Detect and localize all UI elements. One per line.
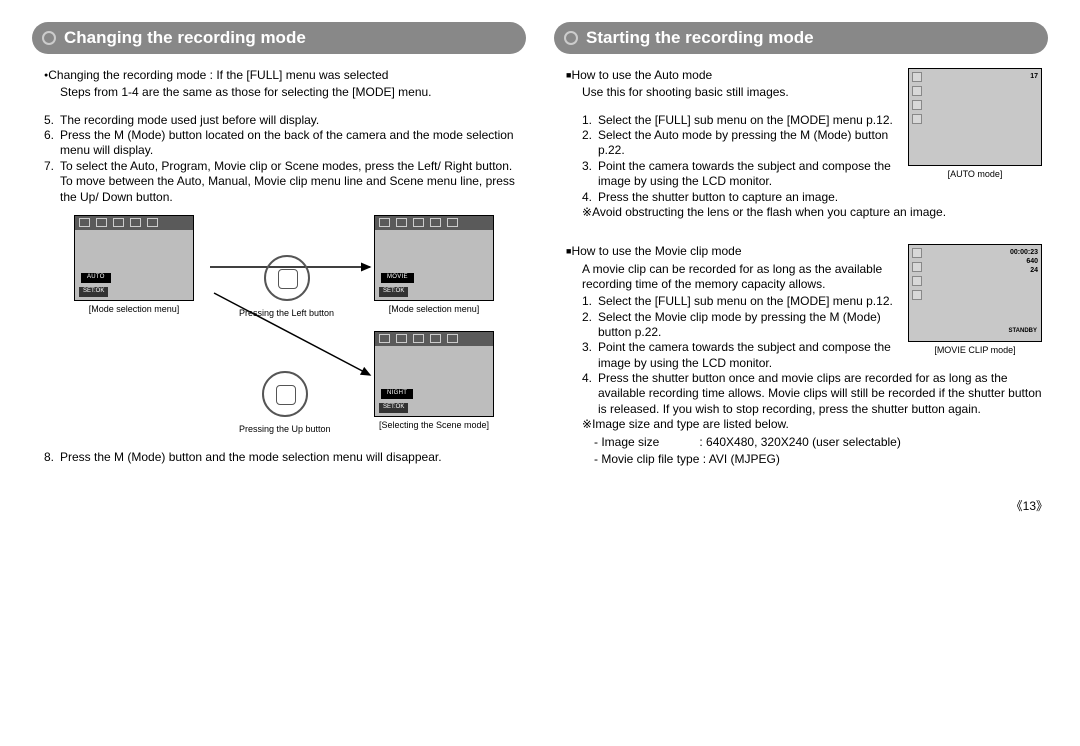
step7: To select the Auto, Program, Movie clip … xyxy=(60,159,520,205)
figure-left-button: Pressing the Left button xyxy=(239,219,334,320)
intro-2: Steps from 1-4 are the same as those for… xyxy=(60,85,520,100)
m3: Point the camera towards the subject and… xyxy=(598,340,898,371)
figcap-3: [Mode selection menu] xyxy=(389,304,480,316)
lcd-label-movie: MOVIE xyxy=(381,273,414,283)
m1: Select the [FULL] sub menu on the [MODE]… xyxy=(598,294,898,309)
lcd-set-ok: SET:OK xyxy=(79,287,108,297)
lcd-label-auto: AUTO xyxy=(81,273,111,283)
step5: The recording mode used just before will… xyxy=(60,113,520,128)
left-header: Changing the recording mode xyxy=(32,22,526,54)
figcap-4: Pressing the Up button xyxy=(239,424,331,436)
figcap-2: Pressing the Left button xyxy=(239,308,334,320)
a2: Select the Auto mode by pressing the M (… xyxy=(598,128,898,159)
intro-1: Changing the recording mode : If the [FU… xyxy=(44,68,520,83)
standby-label: STANDBY xyxy=(1008,328,1037,336)
figure-up-button: Pressing the Up button xyxy=(239,335,331,436)
figure-mode-menu-2: MOVIE SET:OK [Mode selection menu] xyxy=(374,215,494,316)
step8: Press the M (Mode) button and the mode s… xyxy=(60,450,520,465)
figure-movie-mode: 00:00:2364024 STANDBY [MOVIE CLIP mode] xyxy=(908,244,1042,357)
figcap-5: [Selecting the Scene mode] xyxy=(379,420,489,432)
a4: Press the shutter button to capture an i… xyxy=(598,190,1042,205)
lcd-label-night: NIGHT xyxy=(381,389,413,399)
m-img-size: - Image size : 640X480, 320X240 (user se… xyxy=(594,435,1042,450)
auto-cap: [AUTO mode] xyxy=(948,169,1003,181)
m-file-type: - Movie clip file type : AVI (MJPEG) xyxy=(594,452,1042,467)
figure-mode-menu-1: AUTO SET:OK [Mode selection menu] xyxy=(74,215,194,316)
figcap-1: [Mode selection menu] xyxy=(89,304,180,316)
right-header: Starting the recording mode xyxy=(554,22,1048,54)
m-note: Image size and type are listed below. xyxy=(582,417,1042,432)
figure-auto-mode: 17 [AUTO mode] xyxy=(908,68,1042,181)
a-note: Avoid obstructing the lens or the flash … xyxy=(582,205,1042,220)
movie-cap: [MOVIE CLIP mode] xyxy=(934,345,1015,357)
a1: Select the [FULL] sub menu on the [MODE]… xyxy=(598,113,898,128)
page-number: 《13》 xyxy=(32,497,1048,514)
figure-scene-mode: NIGHT SET:OK [Selecting the Scene mode] xyxy=(374,331,494,432)
m4: Press the shutter button once and movie … xyxy=(598,371,1042,417)
a3: Point the camera towards the subject and… xyxy=(598,159,898,190)
m2: Select the Movie clip mode by pressing t… xyxy=(598,310,898,341)
step6: Press the M (Mode) button located on the… xyxy=(60,128,520,159)
